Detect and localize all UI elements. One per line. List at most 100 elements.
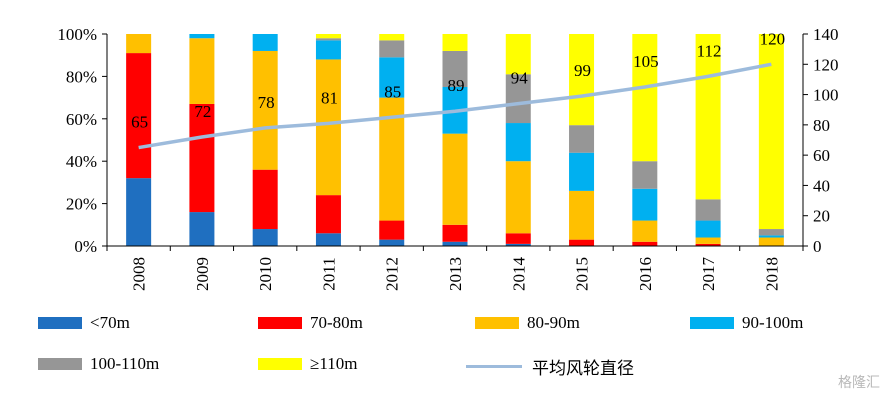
legend-swatch-90-100 [690, 317, 734, 329]
bar-2014-series-3 [505, 123, 531, 162]
legend-item-100-110: 100-110m [38, 354, 159, 374]
y-right-tick-label: 60 [813, 146, 830, 165]
avg-rotor-data-label: 89 [448, 76, 465, 95]
legend-item-70-80: 70-80m [258, 313, 363, 333]
legend-label-80-90: 80-90m [527, 313, 580, 332]
legend-label-70-80: 70-80m [310, 313, 363, 332]
bar-2018-series-2 [758, 237, 784, 246]
x-tick-label: 2016 [636, 257, 655, 291]
bar-2014-series-4 [505, 74, 531, 124]
bar-2018-series-5 [758, 34, 784, 230]
bar-2013-series-1 [442, 224, 468, 242]
avg-rotor-data-label: 72 [194, 102, 211, 121]
avg-rotor-data-label: 78 [258, 93, 275, 112]
bar-2012-series-3 [379, 57, 405, 98]
bar-2015-series-4 [569, 125, 595, 153]
legend-item-90-100: 90-100m [690, 313, 803, 333]
legend-label-avg-rotor: 平均风轮直径 [532, 359, 634, 378]
bar-2009-series-1 [189, 103, 215, 213]
bar-2008-series-1 [126, 53, 152, 179]
legend-swatch-80-90 [475, 317, 519, 329]
bar-2010-series-2 [252, 50, 278, 170]
bar-2011-series-0 [315, 233, 341, 246]
stacked-bar-chart: 0% 20% 40% 60% 80% 100% 0 20 40 60 80 100 120 140 2008… [57, 25, 839, 292]
legend-line-avg-rotor [466, 365, 522, 368]
legend-swatch-lt70 [38, 317, 82, 329]
bar-2013-series-5 [442, 34, 468, 51]
bar-2014-series-1 [505, 233, 531, 244]
legend-item-ge110: ≥110m [258, 354, 357, 374]
y-left-tick-label: 20% [66, 195, 97, 214]
y-left-tick-label: 100% [57, 25, 97, 44]
legend-swatch-70-80 [258, 317, 302, 329]
bar-2016-series-2 [632, 220, 658, 242]
bar-2015-series-2 [569, 190, 595, 240]
x-tick-label: 2008 [130, 257, 149, 291]
legend-item-lt70: <70m [38, 313, 130, 333]
bar-2016-series-3 [632, 188, 658, 221]
bar-2010-series-3 [252, 34, 278, 51]
legend-item-avg-rotor: 平均风轮直径 [466, 354, 634, 379]
x-tick-label: 2010 [256, 257, 275, 291]
avg-rotor-data-label: 112 [697, 41, 722, 60]
bar-2014-series-2 [505, 161, 531, 234]
watermark-text: 格隆汇 [838, 375, 880, 391]
legend-label-90-100: 90-100m [742, 313, 804, 332]
bar-2011-series-2 [315, 59, 341, 196]
y-right-tick-label: 80 [813, 116, 830, 135]
bar-2016-series-4 [632, 161, 658, 189]
bar-2017-series-1 [695, 243, 721, 246]
bar-2013-series-4 [442, 50, 468, 87]
bar-2016-series-5 [632, 34, 658, 162]
bar-2015-series-1 [569, 239, 595, 246]
x-tick-label: 2015 [573, 257, 592, 291]
y-right-tick-label: 120 [813, 55, 839, 74]
bar-2012-series-0 [379, 239, 405, 246]
avg-rotor-data-label: 94 [511, 69, 529, 88]
bar-2013-series-0 [442, 241, 468, 246]
bar-2014-series-5 [505, 34, 531, 75]
x-tick-label: 2013 [446, 257, 465, 291]
avg-rotor-diameter-line [138, 62, 772, 150]
legend-label-100-110: 100-110m [90, 354, 160, 373]
bar-2009-series-2 [189, 38, 215, 104]
x-tick-label: 2009 [193, 257, 212, 291]
bar-2013-series-2 [442, 133, 468, 225]
bar-2010-series-0 [252, 229, 278, 246]
bar-2017-series-4 [695, 199, 721, 221]
legend-label-ge110: ≥110m [310, 354, 358, 373]
bar-2016-series-1 [632, 241, 658, 246]
x-tick-label: 2011 [319, 257, 338, 290]
bar-2014-series-0 [505, 243, 531, 246]
bar-2012-series-4 [379, 40, 405, 58]
bar-2015-series-3 [569, 152, 595, 191]
y-left-tick-label: 40% [66, 152, 97, 171]
bar-2008-series-2 [126, 34, 152, 54]
y-right-tick-label: 100 [813, 86, 839, 105]
avg-rotor-data-label: 65 [131, 113, 148, 132]
x-tick-label: 2012 [383, 257, 402, 291]
bar-2017-series-3 [695, 220, 721, 238]
avg-rotor-data-label: 120 [760, 29, 786, 48]
y-left-tick-label: 0% [74, 237, 97, 256]
bar-2012-series-1 [379, 220, 405, 240]
legend-item-80-90: 80-90m [475, 313, 580, 333]
bar-2010-series-1 [252, 169, 278, 230]
y-left-tick-label: 60% [66, 110, 97, 129]
bar-2017-series-5 [695, 34, 721, 200]
bar-2012-series-5 [379, 34, 405, 41]
avg-rotor-data-label: 105 [633, 52, 659, 71]
bar-2018-series-4 [758, 229, 784, 236]
bar-2009-series-3 [189, 34, 215, 39]
legend-label-lt70: <70m [90, 313, 130, 332]
bar-2011-series-4 [315, 38, 341, 41]
bar-2011-series-1 [315, 195, 341, 234]
x-tick-label: 2014 [509, 257, 528, 292]
bar-2008-series-0 [126, 178, 152, 246]
legend-swatch-ge110 [258, 358, 302, 370]
bar-2009-series-0 [189, 212, 215, 246]
x-tick-label: 2018 [762, 257, 781, 291]
legend: <70m 70-80m 80-90m 90-100m 100-110m ≥110… [0, 305, 890, 385]
y-right-tick-label: 0 [813, 237, 822, 256]
bar-2018-series-3 [758, 235, 784, 238]
